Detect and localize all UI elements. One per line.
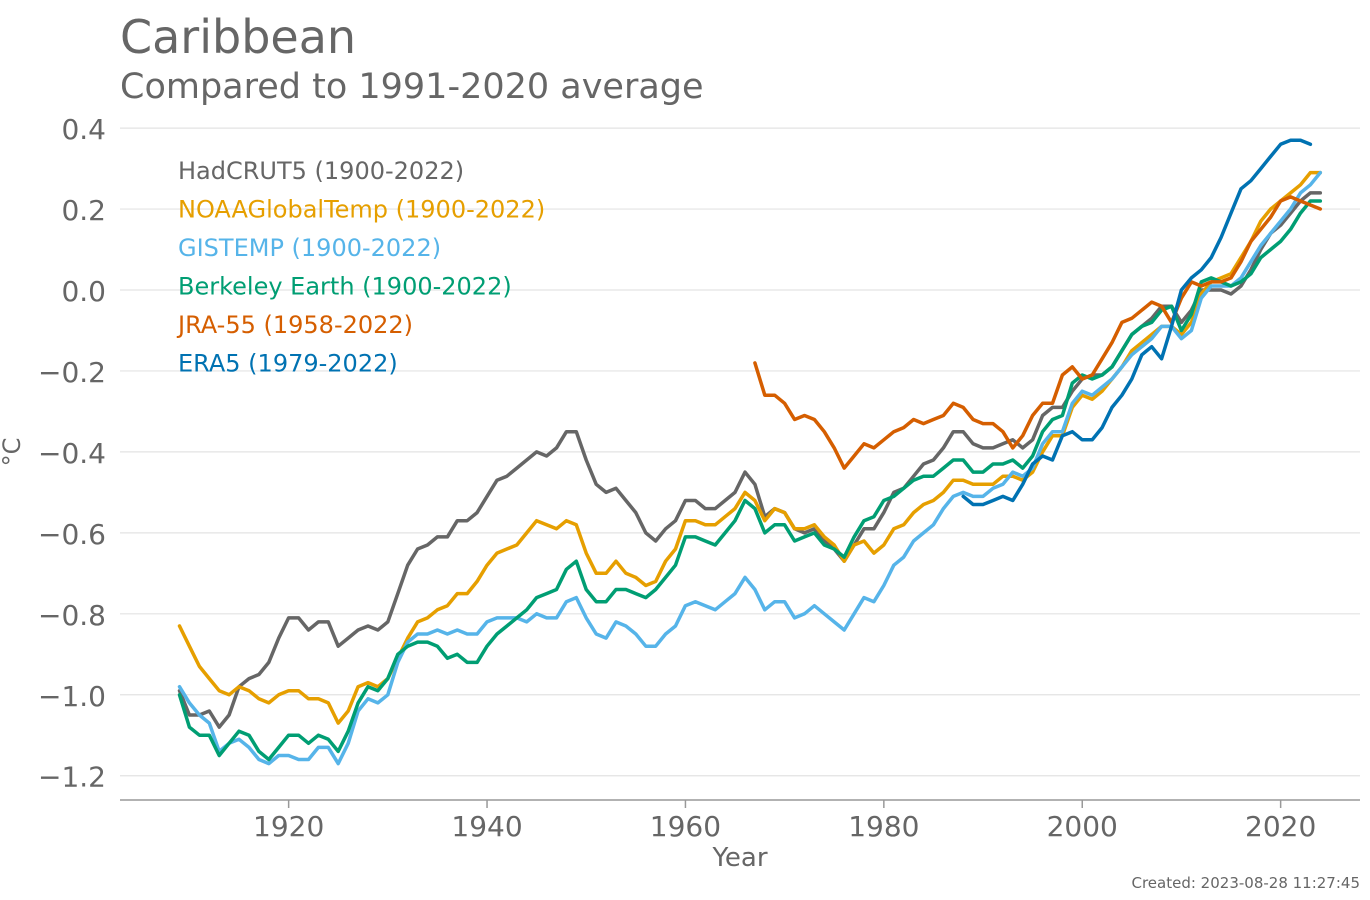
- y-tick-label: −0.8: [38, 599, 106, 632]
- grid-lines: [120, 127, 1360, 777]
- y-tick-label: −1.0: [38, 680, 106, 713]
- x-tick-label: 2020: [1245, 810, 1316, 843]
- chart-subtitle: Compared to 1991-2020 average: [120, 67, 704, 107]
- y-tick-label: −0.6: [38, 518, 106, 551]
- created-timestamp: Created: 2023-08-28 11:27:45: [1131, 874, 1361, 892]
- x-tick-label: 1980: [848, 810, 919, 843]
- x-tick-label: 2000: [1047, 810, 1118, 843]
- chart-title: Caribbean: [120, 10, 357, 64]
- series-line-noaaglobaltemp: [177, 170, 1323, 725]
- legend-entry-hadcrut5: HadCRUT5 (1900-2022): [178, 157, 464, 185]
- legend-entry-era5: ERA5 (1979-2022): [178, 350, 398, 378]
- series-line-jra-55: [753, 195, 1323, 470]
- series-lines: [177, 138, 1323, 766]
- series-line-gistemp: [177, 170, 1323, 766]
- legend-entry-jra-55: JRA-55 (1958-2022): [176, 311, 413, 339]
- x-tick-label: 1940: [451, 810, 522, 843]
- y-tick-label: 0.4: [61, 113, 106, 146]
- y-axis-ticks: 0.4 0.2 0.0 −0.2 −0.4 −0.6 −0.8 −1.0 −1.2: [38, 113, 106, 794]
- y-tick-label: −0.4: [38, 437, 106, 470]
- legend: HadCRUT5 (1900-2022) NOAAGlobalTemp (1900…: [176, 157, 545, 378]
- y-axis-label: °C: [0, 438, 26, 467]
- x-axis: 1920 1940 1960 1980 2000 2020: [120, 799, 1360, 843]
- series-line-berkeley-earth: [177, 199, 1323, 762]
- x-tick-label: 1920: [253, 810, 324, 843]
- y-tick-label: 0.0: [61, 275, 106, 308]
- legend-entry-noaaglobaltemp: NOAAGlobalTemp (1900-2022): [178, 196, 545, 224]
- y-tick-label: 0.2: [61, 194, 106, 227]
- x-tick-label: 1960: [650, 810, 721, 843]
- legend-entry-berkeley-earth: Berkeley Earth (1900-2022): [178, 273, 512, 301]
- y-tick-label: −0.2: [38, 356, 106, 389]
- legend-entry-gistemp: GISTEMP (1900-2022): [178, 234, 441, 262]
- x-axis-label: Year: [711, 843, 767, 873]
- series-line-era5: [961, 138, 1313, 507]
- y-tick-label: −1.2: [38, 761, 106, 794]
